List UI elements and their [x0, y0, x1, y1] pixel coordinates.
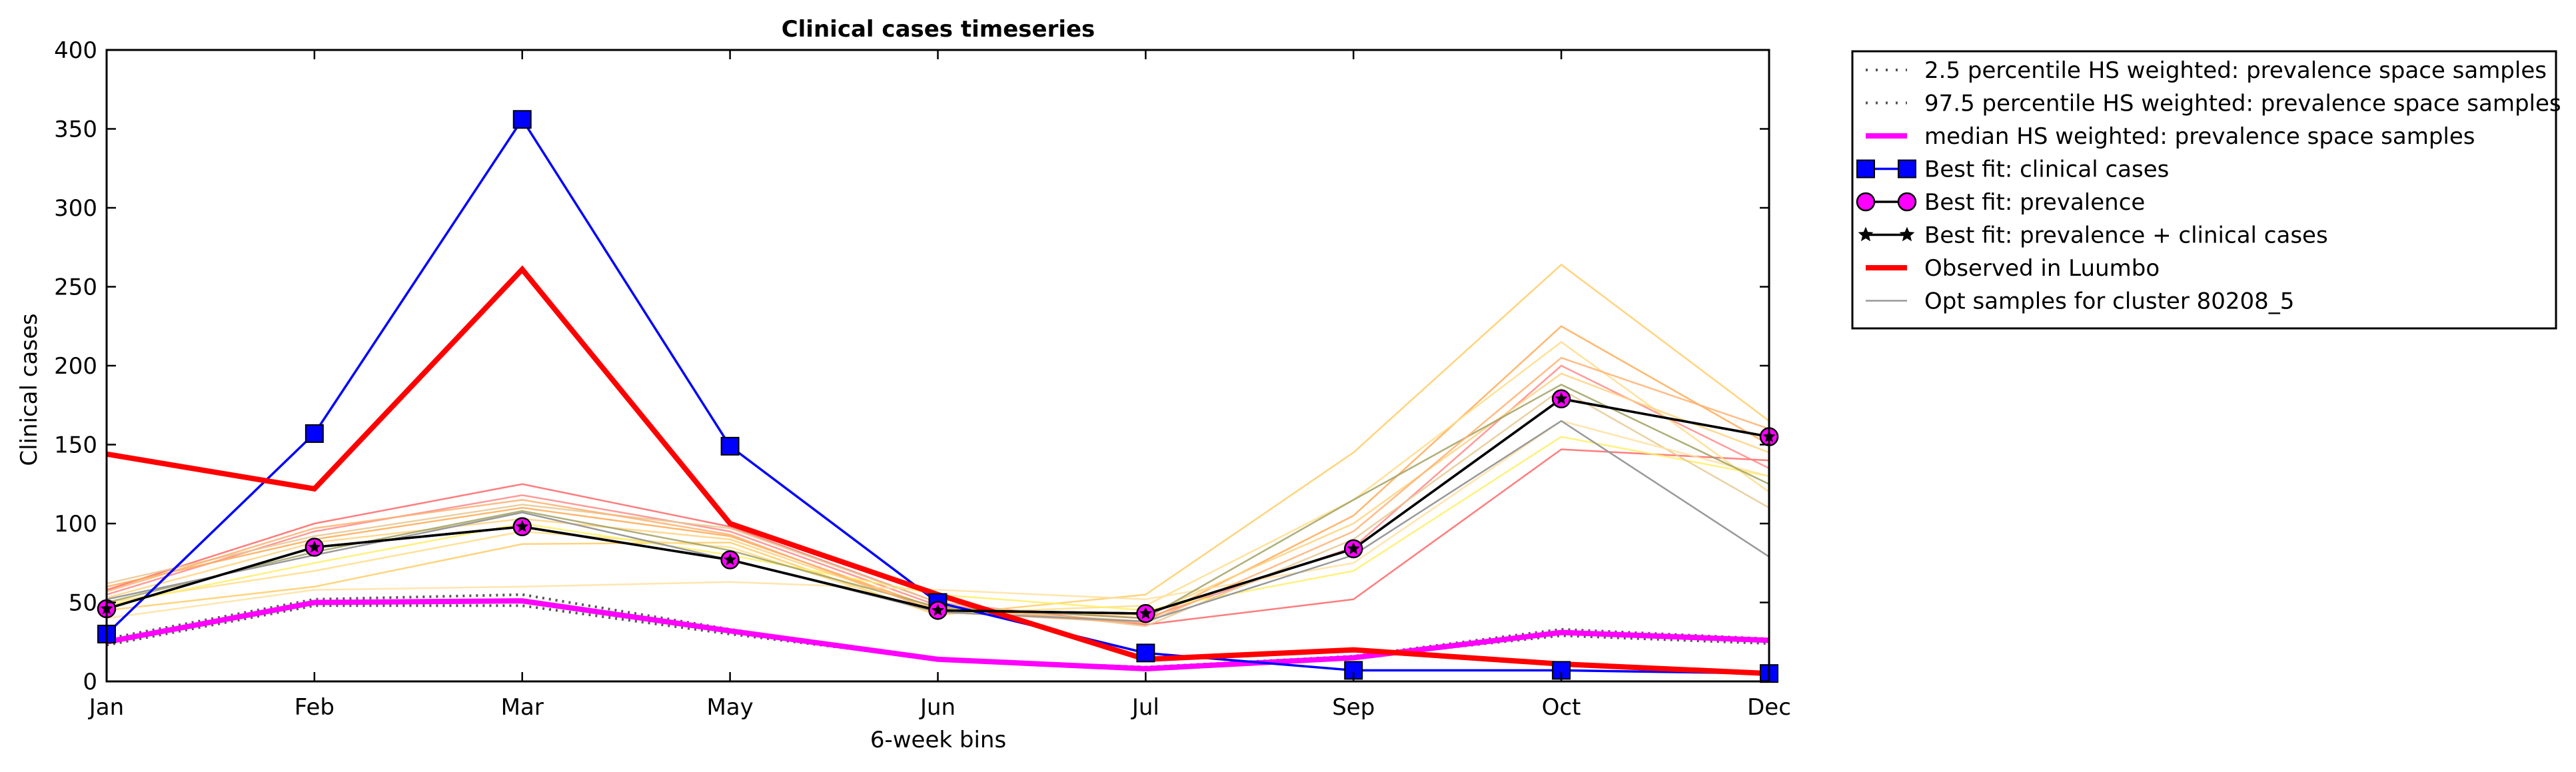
legend-entry-1: 2.5 percentile HS weighted: prevalence s…: [1924, 57, 2547, 84]
y-tick-label: 400: [54, 37, 97, 64]
series-line-5: [106, 397, 1770, 615]
combined-fit-point-Sep: [1347, 542, 1360, 554]
y-tick-label: 50: [69, 590, 97, 617]
legend-box: [1851, 50, 2557, 330]
clinical-fit-point-May: [720, 436, 740, 456]
sample-line-5: [106, 340, 1770, 615]
y-axis-label: Clinical cases: [16, 313, 43, 466]
combined-fit-point-Feb: [308, 540, 321, 553]
clinical-fit-point-Jul: [1136, 643, 1155, 663]
legend-marker: [1856, 192, 1876, 212]
series-line-8: [106, 420, 1770, 623]
combined-fit-point-Oct: [1555, 392, 1568, 404]
legend-entry-6: Best fit: prevalence + clinical cases: [1924, 222, 2328, 249]
x-tick-label: Feb: [295, 694, 334, 721]
y-tick-label: 250: [54, 274, 97, 301]
x-tick-label: Jul: [1131, 694, 1159, 721]
legend-entry-3: median HS weighted: prevalence space sam…: [1924, 123, 2475, 150]
axes: 0 50 100 150 200 250 300 350 400 Jan Feb Mar May Jun J…: [54, 37, 1791, 721]
legend-entry-8: Opt samples for cluster 80208_5: [1924, 288, 2294, 315]
legend-entry-5: Best fit: prevalence: [1924, 189, 2145, 216]
x-tick-label: Mar: [501, 694, 544, 721]
x-tick-label: Oct: [1542, 694, 1581, 721]
combined-fit-point-Jun: [932, 603, 944, 616]
sample-line-9: [106, 420, 1770, 619]
legend-marker: [1898, 159, 1916, 179]
legend-entry-2: 97.5 percentile HS weighted: prevalence …: [1924, 91, 2561, 117]
x-tick-label: Jan: [88, 694, 124, 721]
y-tick-label: 100: [54, 511, 97, 538]
combined-fit-point-Mar: [516, 520, 529, 532]
x-tick-label: Jun: [919, 694, 956, 721]
chart-title: Clinical cases timeseries: [782, 16, 1095, 43]
legend-marker: [1858, 226, 1874, 242]
legend-entry-7: Observed in Luumbo: [1924, 255, 2160, 282]
y-tick-label: 0: [83, 669, 97, 695]
legend-marker: [1899, 226, 1915, 242]
x-axis-label: 6-week bins: [870, 727, 1006, 753]
sample-line-11: [106, 356, 1770, 624]
x-tick-label: Dec: [1747, 694, 1791, 721]
x-tick-label: Sep: [1332, 694, 1375, 721]
series-line-6: [106, 397, 1770, 615]
legend-marker: [1897, 192, 1917, 212]
y-tick-label: 150: [54, 432, 97, 459]
legend-marker: [1856, 159, 1875, 179]
series-line-3: [106, 598, 1770, 672]
legend-entry-4: Best fit: clinical cases: [1924, 157, 2169, 183]
combined-fit-point-May: [724, 553, 737, 566]
y-tick-label: 200: [54, 353, 97, 380]
x-tick-label: May: [706, 694, 753, 721]
legend: 2.5 percentile HS weighted: prevalence s…: [1851, 50, 2561, 330]
combined-fit-point-Jul: [1139, 607, 1152, 619]
y-tick-label: 350: [54, 117, 97, 143]
y-tick-label: 300: [54, 195, 97, 222]
plot-frame: [105, 49, 1770, 683]
clinical-fit-point-Feb: [305, 424, 324, 443]
series-lines: [105, 117, 1770, 677]
clinical-fit-point-Mar: [512, 110, 532, 129]
